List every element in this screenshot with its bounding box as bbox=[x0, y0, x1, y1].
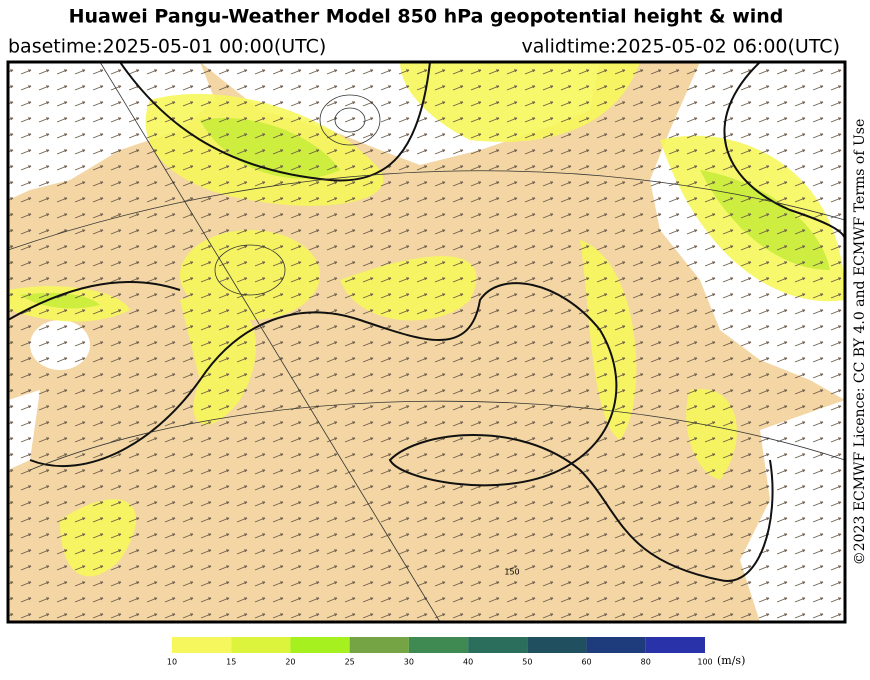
colorbar-tick-label: 30 bbox=[404, 658, 414, 667]
colorbar-tick-label: 10 bbox=[167, 658, 177, 667]
colorbar-swatch bbox=[172, 637, 232, 653]
colorbar-tick-label: 50 bbox=[522, 658, 532, 667]
colorbar-swatch bbox=[231, 637, 291, 653]
colorbar-tick-label: 15 bbox=[226, 658, 236, 667]
colorbar-swatch bbox=[586, 637, 646, 653]
colorbar-swatch bbox=[408, 637, 469, 653]
colorbar-tick-label: 80 bbox=[641, 658, 651, 667]
colorbar-swatch bbox=[645, 637, 705, 653]
colorbar: 10 15 20 25 30 40 50 60 80 100 (m/s) bbox=[167, 637, 745, 667]
map-frame bbox=[6, 60, 847, 624]
colorbar-tick-label: 25 bbox=[345, 658, 355, 667]
colorbar-swatch bbox=[349, 637, 409, 653]
license: ©2023 ECMWF Licence: CC BY 4.0 and ECMWF… bbox=[852, 119, 868, 566]
title: Huawei Pangu-Weather Model 850 hPa geopo… bbox=[69, 6, 784, 28]
validtime: validtime:2025-05-02 06:00(UTC) bbox=[521, 36, 840, 58]
colorbar-tick-label: 60 bbox=[581, 658, 591, 667]
map: 150 bbox=[8, 62, 845, 622]
contour-label: 150 bbox=[504, 568, 519, 577]
colorbar-tick-label: 40 bbox=[463, 658, 473, 667]
basetime: basetime:2025-05-01 00:00(UTC) bbox=[8, 36, 326, 58]
colorbar-unit: (m/s) bbox=[717, 654, 745, 667]
colorbar-swatch bbox=[468, 637, 528, 653]
colorbar-swatch bbox=[290, 637, 350, 653]
colorbar-swatch bbox=[527, 637, 587, 653]
colorbar-tick-label: 20 bbox=[285, 658, 295, 667]
colorbar-tick-label: 100 bbox=[697, 658, 712, 667]
